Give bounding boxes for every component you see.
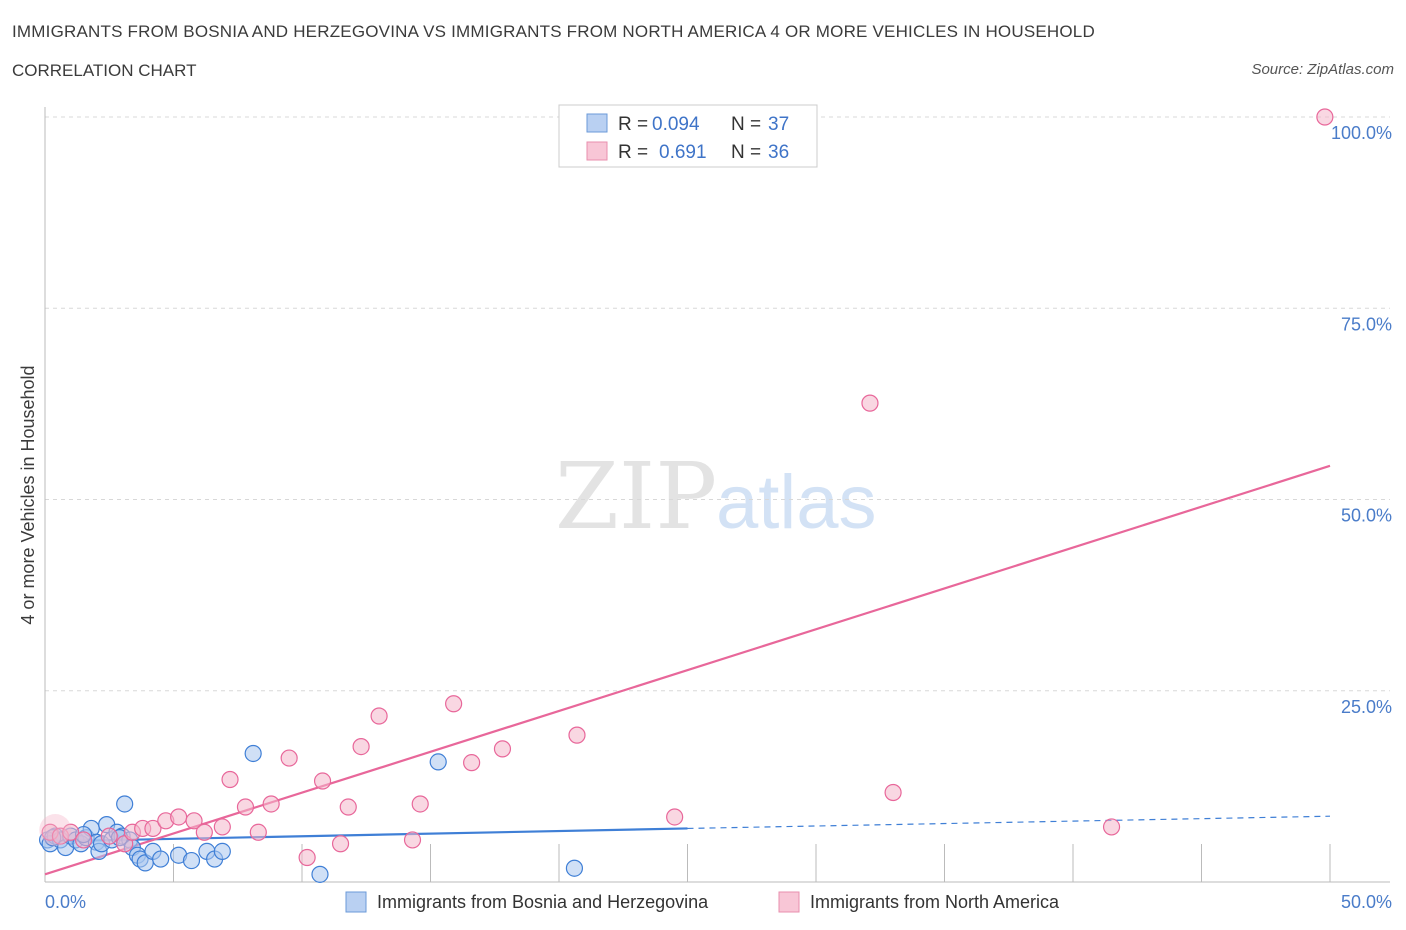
chart-subtitle: CORRELATION CHART — [12, 61, 197, 80]
legend-swatch-blue — [586, 113, 608, 133]
watermark-atlas: atlas — [716, 460, 877, 545]
series-legend: Immigrants from Bosnia and Herzegovina I… — [345, 891, 1060, 913]
legend-n-value-1: 37 — [768, 114, 789, 135]
point-pink-cluster — [39, 813, 72, 846]
point-blue-30 — [244, 744, 262, 763]
point-pink-2 — [62, 823, 80, 841]
point-pink-30 — [568, 726, 586, 744]
point-pink-21 — [331, 835, 350, 853]
point-pink-31 — [666, 808, 684, 826]
point-pink-14 — [221, 770, 239, 789]
source-label: Source: ZipAtlas.com — [1251, 61, 1394, 78]
y-axis-label: 4 or more Vehicles in Household — [18, 365, 38, 624]
correlation-legend: R = 0.094 N = 37 R = 0.691 N = 36 — [558, 104, 818, 168]
point-blue-32 — [429, 753, 447, 771]
point-pink-29 — [493, 740, 512, 758]
chart-title: IMMIGRANTS FROM BOSNIA AND HERZEGOVINA V… — [12, 22, 1095, 41]
legend-r-value-1: 0.094 — [652, 114, 700, 135]
legend-r-value-2: 0.691 — [659, 142, 707, 163]
series-swatch-pink — [778, 891, 800, 913]
series-label-blue: Immigrants from Bosnia and Herzegovina — [377, 892, 709, 912]
point-pink-33 — [884, 783, 902, 802]
point-pink-20 — [313, 772, 332, 790]
point-pink-22 — [339, 798, 357, 816]
point-pink-12 — [195, 823, 213, 841]
x-tick-label-0: 0.0% — [45, 892, 86, 912]
trend-line-blue-dashed — [687, 815, 1331, 830]
point-blue-29 — [213, 842, 231, 861]
point-pink-8 — [144, 819, 162, 838]
point-pink-35 — [1316, 108, 1334, 126]
watermark-zip: ZIP — [555, 443, 717, 550]
legend-r-label-2: R = — [618, 142, 648, 163]
y-tick-label-0: 25.0% — [1341, 697, 1392, 717]
trend-line-pink — [44, 464, 1331, 876]
point-pink-27 — [445, 695, 463, 713]
point-blue-24 — [152, 850, 170, 868]
x-tick-label-1: 50.0% — [1341, 892, 1392, 912]
legend-n-label-1: N = — [731, 114, 761, 135]
point-pink-32 — [861, 394, 879, 412]
series-swatch-blue — [345, 891, 367, 913]
series-label-pink: Immigrants from North America — [810, 892, 1060, 912]
point-pink-34 — [1102, 818, 1121, 836]
point-blue-33 — [565, 859, 584, 877]
point-blue-26 — [182, 851, 201, 870]
point-blue-17 — [116, 795, 134, 813]
gridlines — [45, 116, 1390, 692]
legend-swatch-pink — [586, 141, 608, 161]
point-pink-26 — [411, 795, 429, 813]
point-pink-13 — [213, 818, 231, 836]
legend-n-label-2: N = — [731, 142, 761, 163]
y-tick-label-3: 100.0% — [1331, 123, 1392, 143]
point-pink-16 — [249, 823, 267, 841]
point-pink-15 — [236, 798, 255, 816]
point-pink-4 — [100, 827, 118, 845]
data-points — [38, 108, 1334, 883]
trend-lines — [44, 464, 1331, 876]
point-pink-3 — [74, 831, 93, 849]
point-pink-18 — [280, 749, 298, 767]
point-pink-19 — [298, 848, 316, 867]
point-pink-24 — [370, 707, 388, 725]
y-tick-label-1: 50.0% — [1341, 506, 1392, 526]
point-pink-23 — [352, 737, 370, 756]
point-pink-10 — [170, 808, 188, 826]
point-pink-11 — [185, 812, 203, 830]
y-tick-label-2: 75.0% — [1341, 314, 1392, 334]
point-pink-17 — [262, 795, 280, 813]
point-blue-31 — [311, 865, 329, 883]
point-pink-28 — [463, 754, 481, 772]
legend-n-value-2: 36 — [768, 142, 789, 163]
legend-r-label-1: R = — [618, 114, 648, 135]
point-pink-25 — [403, 831, 422, 849]
tick-labels: 25.0% 50.0% 75.0% 100.0% 0.0% 50.0% — [45, 123, 1392, 912]
